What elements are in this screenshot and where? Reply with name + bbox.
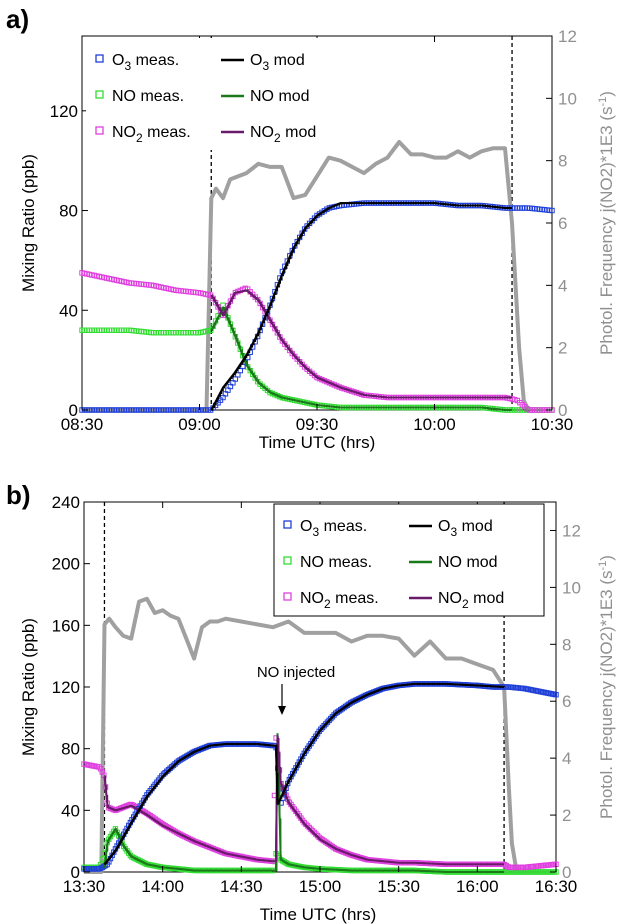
legend-label: NO2 mod xyxy=(438,590,504,611)
y2-tick-label: 2 xyxy=(558,339,567,358)
panel-b: b) 13:30 14:00 14:30 15:00 15:30 16:00 16:30 0 4… xyxy=(0,462,617,924)
y-axis-label-a: Mixing Ratio (ppb) xyxy=(19,154,38,292)
y-tick-label: 0 xyxy=(71,863,80,882)
y2-axis-label-a: Photol. Frequency j(NO2)*1E3 (s-1) xyxy=(597,91,616,355)
series-no-mod-steps xyxy=(104,739,505,873)
y-tick-label: 0 xyxy=(69,401,78,420)
y2-tick-label: 10 xyxy=(558,89,577,108)
legend-marker xyxy=(95,54,104,63)
legend-label: NO meas. xyxy=(300,554,372,571)
x-tick-label: 10:30 xyxy=(531,415,574,434)
x-axis-label-a: Time UTC (hrs) xyxy=(259,433,375,452)
y2-tick-label: 12 xyxy=(558,27,577,46)
data-point xyxy=(553,692,559,698)
x-tick-label: 15:30 xyxy=(377,877,420,896)
y-tick-label: 80 xyxy=(59,202,78,221)
x-axis-label-b: Time UTC (hrs) xyxy=(260,905,376,924)
series-o3-mod-steps xyxy=(211,202,512,411)
chart-b: 13:30 14:00 14:30 15:00 15:30 16:00 16:3004080… xyxy=(19,493,616,924)
x-tick-label: 14:30 xyxy=(220,877,263,896)
legend-label: O3 meas. xyxy=(300,518,367,539)
data-point xyxy=(99,769,105,775)
y-tick-label: 160 xyxy=(52,616,80,635)
annotation-arrow xyxy=(278,684,286,715)
y2-tick-label: 0 xyxy=(558,401,567,420)
series-no2-mod-steps xyxy=(211,289,512,399)
data-point xyxy=(99,856,105,862)
y-tick-label: 40 xyxy=(61,801,80,820)
legend-label: NO2 meas. xyxy=(300,590,379,611)
y2-tick-label: 4 xyxy=(558,276,567,295)
annotation-no-injected: NO injected xyxy=(257,664,335,681)
x-tick-label: 09:30 xyxy=(296,415,339,434)
legend-label: NO2 meas. xyxy=(112,124,191,145)
series-o3-meas xyxy=(81,681,559,872)
y-axis-label-b: Mixing Ratio (ppb) xyxy=(19,618,38,756)
series-no-mod-steps xyxy=(211,307,512,411)
x-tick-label: 15:00 xyxy=(299,877,342,896)
x-tick-label: 08:30 xyxy=(61,415,104,434)
legend-marker xyxy=(283,592,292,601)
series-no2-mod-steps xyxy=(104,738,505,866)
x-tick-label: 13:30 xyxy=(63,877,106,896)
y2-tick-label: 8 xyxy=(558,152,567,171)
data-point xyxy=(503,863,510,869)
panel-a: a) 08:30 09:00 09:30 10:00 10:30 0 40 80 120 0 2 4 6… xyxy=(6,4,616,452)
y2-tick-label: 4 xyxy=(562,749,571,768)
legend-label: NO2 mod xyxy=(250,124,316,145)
legend-marker xyxy=(95,90,104,99)
x-tick-label: 16:00 xyxy=(456,877,499,896)
y-tick-label: 40 xyxy=(59,301,78,320)
x-tick-label: 10:00 xyxy=(413,415,456,434)
data-point xyxy=(549,207,555,214)
y-tick-label: 120 xyxy=(50,102,78,121)
data-point xyxy=(97,766,104,772)
y2-tick-label: 12 xyxy=(562,521,581,540)
legend-label: NO mod xyxy=(250,88,310,105)
y2-tick-label: 2 xyxy=(562,806,571,825)
series-o3-mod-steps xyxy=(104,683,505,866)
y2-tick-label: 6 xyxy=(562,692,571,711)
x-tick-label: 16:30 xyxy=(535,877,578,896)
y2-tick-label: 6 xyxy=(558,214,567,233)
y2-tick-label: 10 xyxy=(562,578,581,597)
x-tick-label: 09:00 xyxy=(178,415,221,434)
y-tick-label: 200 xyxy=(52,555,80,574)
data-point xyxy=(505,864,511,870)
y-tick-label: 240 xyxy=(52,493,80,512)
legend-marker xyxy=(95,126,104,135)
panel-letter-a: a) xyxy=(6,4,30,34)
legend-label: NO meas. xyxy=(112,88,184,105)
chart-a: 08:30 09:00 09:30 10:00 10:30040801200246810… xyxy=(19,27,616,452)
legend-marker xyxy=(283,520,292,529)
y-tick-label: 80 xyxy=(61,740,80,759)
y-tick-label: 120 xyxy=(52,678,80,697)
series-no2-meas xyxy=(79,270,555,413)
panel-letter-b: b) xyxy=(6,480,31,510)
legend-marker xyxy=(283,556,292,565)
series-no2-meas xyxy=(81,735,559,871)
y2-tick-label: 0 xyxy=(562,863,571,882)
x-tick-label: 14:00 xyxy=(141,877,184,896)
series-jno2-line xyxy=(82,140,531,412)
series-jno2-line xyxy=(84,596,519,874)
y2-axis-label-b: Photol. Frequency j(NO2)*1E3 (s-1) xyxy=(597,555,616,819)
legend-label: NO mod xyxy=(438,554,498,571)
y2-tick-label: 8 xyxy=(562,635,571,654)
